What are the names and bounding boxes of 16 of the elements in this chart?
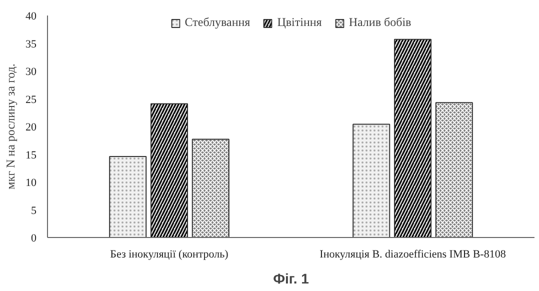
y-tick-label: 20 xyxy=(26,122,37,134)
y-tick-label: 0 xyxy=(31,232,37,244)
legend-label: Налив бобів xyxy=(348,15,412,30)
legend-label: Цвітіння xyxy=(277,15,322,30)
y-tick-label: 40 xyxy=(26,10,37,22)
y-tick-label: 30 xyxy=(26,66,37,78)
y-tick-label: 5 xyxy=(31,204,37,217)
y-tick-label: 15 xyxy=(26,149,37,162)
y-axis-title: мкг N на рослину за год. xyxy=(4,64,18,190)
text: Фіг. 1 xyxy=(273,270,310,286)
y-tick-label: 25 xyxy=(26,94,37,106)
y-tick-label: 10 xyxy=(26,177,37,189)
legend-label: Стеблування xyxy=(184,15,250,30)
x-tick-label: Інокуляція B. diazoefficiens IMB B-8108 xyxy=(320,248,506,260)
y-tick-label: 35 xyxy=(26,38,37,50)
x-tick-label: Без інокуляції (контроль) xyxy=(110,248,229,260)
